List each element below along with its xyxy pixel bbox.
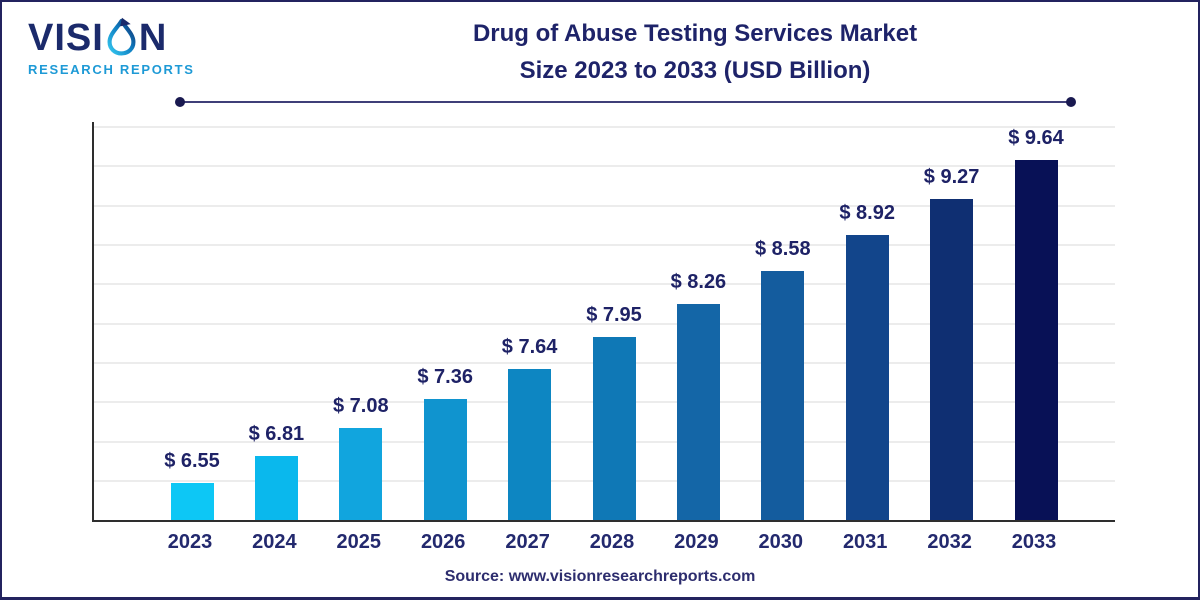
bar-2030 xyxy=(761,270,805,520)
bar-2033 xyxy=(1014,159,1058,520)
gridline xyxy=(94,244,1115,247)
year-label-2024: 2024 xyxy=(252,531,297,553)
x-axis-labels: 2023 2024 2025 2026 2027 2028 2029 2030 2031 2032… xyxy=(92,531,1113,557)
bar-2031 xyxy=(845,235,889,520)
underline-left-dot xyxy=(175,97,185,107)
logo-brand-suffix: N xyxy=(138,16,168,59)
year-label-2023: 2023 xyxy=(167,531,213,553)
chart-title-line1: Drug of Abuse Testing Services Market xyxy=(472,20,918,47)
bar-2026 xyxy=(423,398,467,520)
water-drop-icon xyxy=(107,17,136,56)
gridline xyxy=(94,204,1115,207)
value-label-2024: $ 6.81 xyxy=(248,423,305,446)
logo-brand-text: VISI N xyxy=(28,16,195,59)
value-label-2027: $ 7.64 xyxy=(501,336,558,359)
year-label-2032: 2032 xyxy=(927,531,972,553)
bar-2023 xyxy=(170,483,214,520)
logo-brand-prefix: VISI xyxy=(28,16,104,59)
value-label-2032: $ 9.27 xyxy=(923,165,980,188)
bar-2027 xyxy=(508,369,552,520)
year-label-2028: 2028 xyxy=(589,531,635,553)
value-label-2023: $ 6.55 xyxy=(164,450,220,473)
chart-title: Drug of Abuse Testing Services Market Si… xyxy=(388,15,1002,89)
year-label-2031: 2031 xyxy=(842,531,888,553)
value-label-2033: $ 9.64 xyxy=(1008,126,1064,149)
gridline xyxy=(94,126,1115,128)
chart-title-line2: Size 2023 to 2033 (USD Billion) xyxy=(519,57,871,84)
bar-chart-plot-area: $ 6.55 $ 6.81 $ 7.08 $ 7.36 $ 7.64 $ 7.95 $ 8.… xyxy=(92,122,1115,522)
value-label-2028: $ 7.95 xyxy=(586,303,642,326)
year-label-2033: 2033 xyxy=(1011,531,1057,553)
year-label-2027: 2027 xyxy=(505,531,550,553)
value-label-2025: $ 7.08 xyxy=(332,394,389,417)
gridline xyxy=(94,165,1115,168)
value-label-2030: $ 8.58 xyxy=(754,237,811,260)
bar-2024 xyxy=(254,456,298,520)
title-underline-rule xyxy=(175,97,1076,107)
bar-2029 xyxy=(676,304,720,520)
year-label-2030: 2030 xyxy=(758,531,804,553)
value-label-2029: $ 8.26 xyxy=(670,271,727,294)
value-label-2026: $ 7.36 xyxy=(417,365,473,388)
value-label-2031: $ 8.92 xyxy=(839,202,895,225)
logo-subtitle: RESEARCH REPORTS xyxy=(28,62,195,77)
gridline xyxy=(94,283,1115,286)
bar-2028 xyxy=(592,336,636,520)
bar-2032 xyxy=(930,198,974,520)
year-label-2025: 2025 xyxy=(336,531,382,553)
bar-2025 xyxy=(339,427,383,520)
year-label-2029: 2029 xyxy=(674,531,719,553)
year-label-2026: 2026 xyxy=(420,531,466,553)
vision-research-reports-logo: VISI N RESEARCH REPORTS xyxy=(28,16,195,78)
gridline xyxy=(94,322,1115,325)
source-attribution: Source: www.visionresearchreports.com xyxy=(444,568,756,585)
underline-right-dot xyxy=(1066,97,1076,107)
